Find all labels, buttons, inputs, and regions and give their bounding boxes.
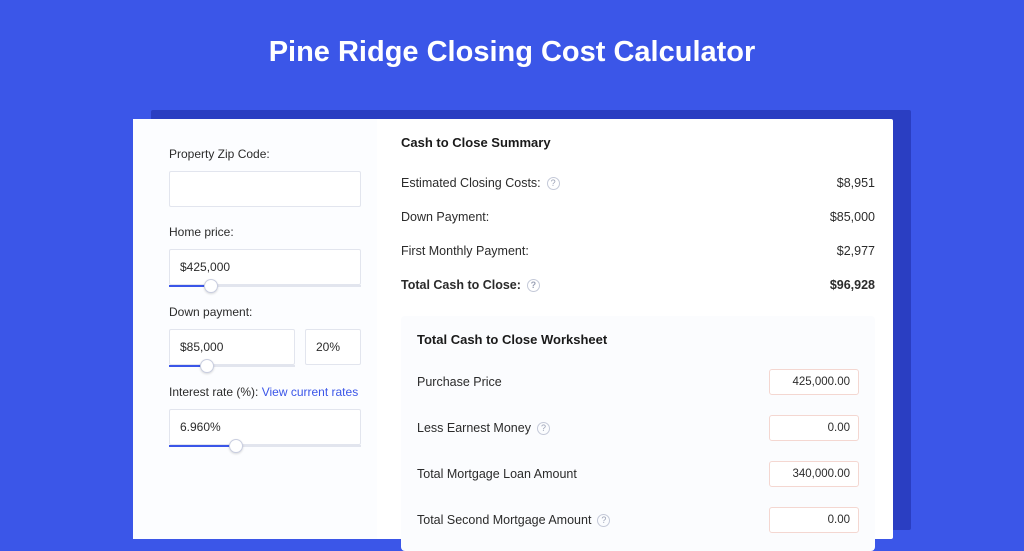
help-icon[interactable]: ?	[547, 177, 560, 190]
summary-row-label-text: Down Payment:	[401, 210, 489, 224]
worksheet-row-value[interactable]: 0.00	[769, 415, 859, 441]
interest-label: Interest rate (%): View current rates	[169, 385, 361, 399]
worksheet-row-label: Total Second Mortgage Amount?	[417, 513, 610, 527]
interest-input[interactable]	[169, 409, 361, 445]
home-price-slider-thumb[interactable]	[204, 279, 218, 293]
summary-row: Estimated Closing Costs:? $8,951	[401, 166, 875, 200]
summary-row-value: $2,977	[837, 244, 875, 258]
summary-row: Total Cash to Close:? $96,928	[401, 268, 875, 302]
interest-label-text: Interest rate (%):	[169, 385, 262, 399]
summary-row-label: Total Cash to Close:?	[401, 278, 540, 292]
summary-title: Cash to Close Summary	[401, 135, 875, 150]
summary-row-label: Down Payment:	[401, 210, 489, 224]
home-price-group: Home price:	[169, 225, 361, 285]
zip-input[interactable]	[169, 171, 361, 207]
results-column: Cash to Close Summary Estimated Closing …	[377, 119, 893, 539]
inputs-column: Property Zip Code: Home price: Down paym…	[133, 119, 377, 539]
summary-row-value: $8,951	[837, 176, 875, 190]
down-payment-group: Down payment:	[169, 305, 361, 365]
worksheet-row: Total Second Mortgage Amount? 0.00	[417, 497, 859, 543]
summary-rows: Estimated Closing Costs:? $8,951 Down Paym…	[401, 166, 875, 302]
down-payment-input[interactable]	[169, 329, 295, 365]
summary-row-label-text: Estimated Closing Costs:	[401, 176, 541, 190]
worksheet-row-value[interactable]: 0.00	[769, 507, 859, 533]
worksheet-title: Total Cash to Close Worksheet	[417, 332, 859, 347]
interest-slider-thumb[interactable]	[229, 439, 243, 453]
worksheet-rows: Purchase Price 425,000.00 Less Earnest Mon…	[417, 359, 859, 543]
help-icon[interactable]: ?	[537, 422, 550, 435]
worksheet-row-label-text: Total Second Mortgage Amount	[417, 513, 591, 527]
home-price-input-wrap	[169, 249, 361, 285]
worksheet-row-label: Purchase Price	[417, 375, 502, 389]
worksheet-row-label: Less Earnest Money?	[417, 421, 550, 435]
help-icon[interactable]: ?	[597, 514, 610, 527]
home-price-label: Home price:	[169, 225, 361, 239]
zip-field-group: Property Zip Code:	[169, 147, 361, 207]
summary-row-label: First Monthly Payment:	[401, 244, 529, 258]
summary-row: First Monthly Payment: $2,977	[401, 234, 875, 268]
worksheet-row: Less Earnest Money? 0.00	[417, 405, 859, 451]
interest-input-wrap	[169, 409, 361, 445]
down-payment-label: Down payment:	[169, 305, 361, 319]
down-payment-pct-input[interactable]	[305, 329, 361, 365]
calculator-card: Property Zip Code: Home price: Down paym…	[133, 119, 893, 539]
worksheet-row: Purchase Price 425,000.00	[417, 359, 859, 405]
summary-row-label-text: Total Cash to Close:	[401, 278, 521, 292]
worksheet-section: Total Cash to Close Worksheet Purchase P…	[401, 316, 875, 551]
summary-row-label: Estimated Closing Costs:?	[401, 176, 560, 190]
worksheet-row-value[interactable]: 425,000.00	[769, 369, 859, 395]
help-icon[interactable]: ?	[527, 279, 540, 292]
worksheet-row: Total Mortgage Loan Amount 340,000.00	[417, 451, 859, 497]
summary-row-label-text: First Monthly Payment:	[401, 244, 529, 258]
zip-label: Property Zip Code:	[169, 147, 361, 161]
worksheet-row-value[interactable]: 340,000.00	[769, 461, 859, 487]
interest-group: Interest rate (%): View current rates	[169, 385, 361, 445]
down-payment-slider-thumb[interactable]	[200, 359, 214, 373]
summary-row-value: $96,928	[830, 278, 875, 292]
down-payment-input-wrap	[169, 329, 361, 365]
worksheet-row-label: Total Mortgage Loan Amount	[417, 467, 577, 481]
interest-slider-fill	[169, 445, 236, 447]
page-title: Pine Ridge Closing Cost Calculator	[0, 0, 1024, 95]
worksheet-row-label-text: Total Mortgage Loan Amount	[417, 467, 577, 481]
worksheet-row-label-text: Purchase Price	[417, 375, 502, 389]
worksheet-row-label-text: Less Earnest Money	[417, 421, 531, 435]
home-price-input[interactable]	[169, 249, 361, 285]
section-divider	[401, 302, 875, 316]
view-rates-link[interactable]: View current rates	[262, 385, 359, 399]
summary-row: Down Payment: $85,000	[401, 200, 875, 234]
summary-row-value: $85,000	[830, 210, 875, 224]
